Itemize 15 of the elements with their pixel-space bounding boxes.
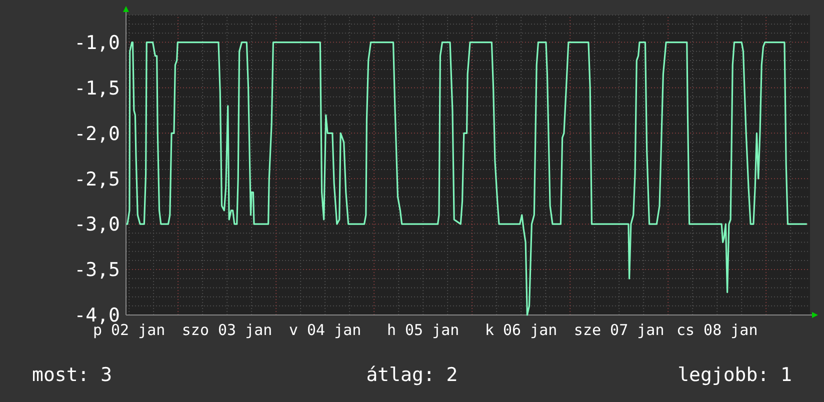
- y-tick-label: -3,0: [74, 214, 120, 236]
- text: most: 3: [32, 364, 112, 386]
- y-tick-label: -3,5: [74, 259, 120, 282]
- x-tick-label: cs 08 jan: [676, 321, 758, 339]
- x-tick-label: k 06 jan: [484, 321, 558, 339]
- x-tick-label: h 05 jan: [386, 321, 460, 339]
- x-tick-label: v 04 jan: [288, 321, 362, 339]
- y-tick-label: -2,0: [74, 122, 120, 145]
- y-tick-label: -1,5: [74, 77, 120, 100]
- y-tick-label: -1,0: [74, 32, 120, 54]
- x-tick-label: sze 07 jan: [574, 321, 664, 339]
- x-tick-label: szo 03 jan: [182, 321, 272, 339]
- text: átlag: 2: [366, 364, 458, 386]
- text: legjobb: 1: [678, 364, 792, 386]
- y-tick-label: -2,5: [74, 168, 120, 190]
